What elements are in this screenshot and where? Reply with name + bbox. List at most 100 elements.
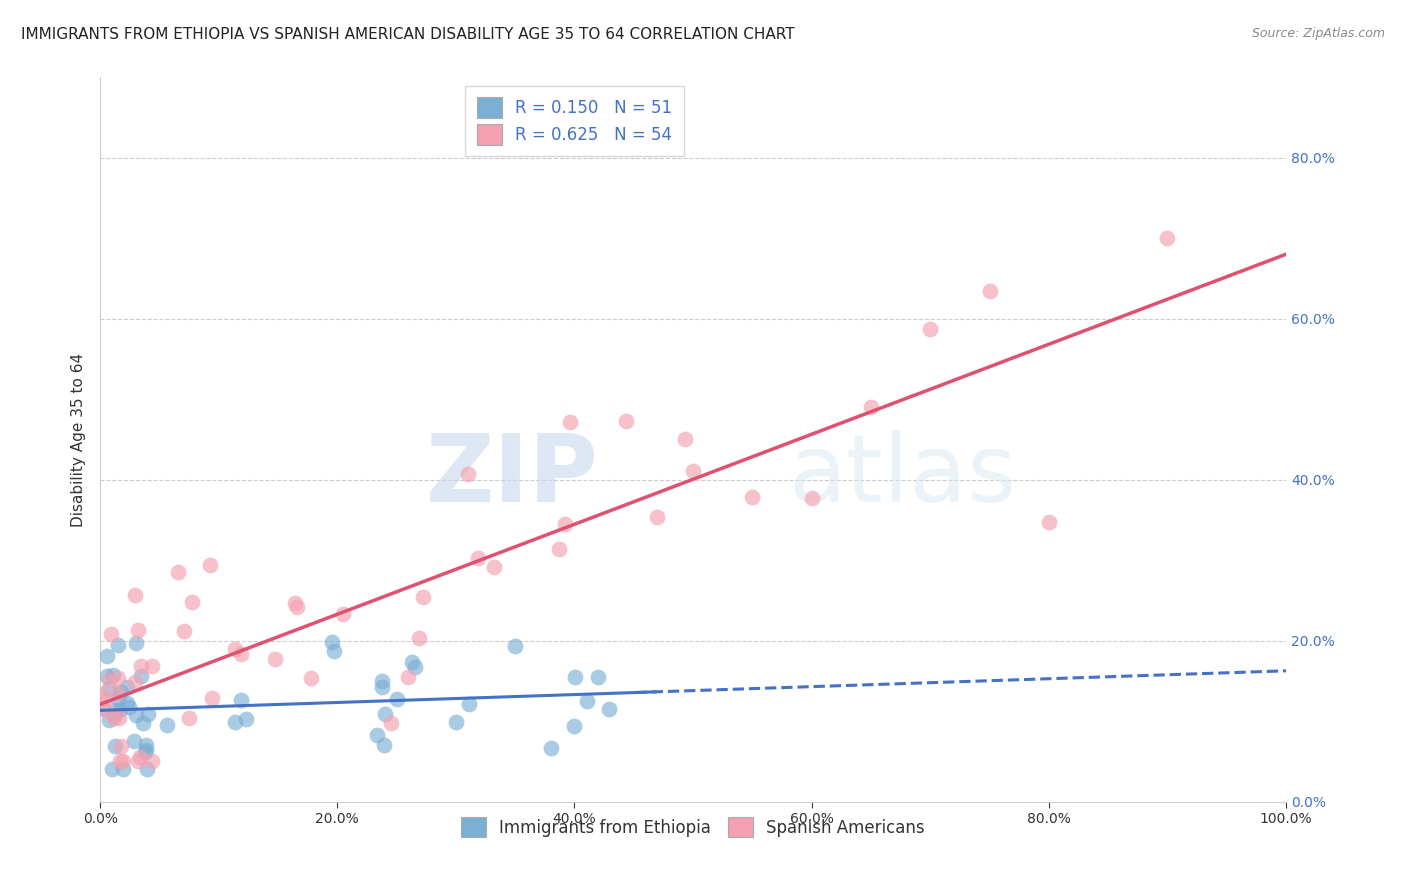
Point	[177, 711, 200, 725]
Point	[224, 642, 246, 657]
Point	[457, 467, 479, 481]
Point	[920, 322, 942, 336]
Point	[235, 712, 257, 726]
Point	[1038, 515, 1060, 529]
Point	[127, 755, 149, 769]
Point	[553, 517, 575, 532]
Point	[366, 728, 388, 742]
Point	[110, 685, 132, 699]
Point	[540, 741, 562, 756]
Point	[385, 691, 408, 706]
Text: atlas: atlas	[787, 430, 1017, 522]
Point	[284, 596, 307, 610]
Point	[98, 682, 121, 697]
Point	[98, 713, 121, 727]
Point	[112, 763, 135, 777]
Point	[104, 739, 127, 754]
Point	[100, 627, 122, 641]
Y-axis label: Disability Age 35 to 64: Disability Age 35 to 64	[72, 352, 86, 526]
Point	[173, 624, 195, 638]
Point	[124, 588, 146, 602]
Point	[103, 707, 125, 722]
Point	[373, 738, 395, 752]
Point	[141, 755, 163, 769]
Point	[135, 743, 157, 757]
Point	[404, 660, 426, 674]
Point	[264, 652, 287, 666]
Point	[371, 673, 394, 688]
Point	[321, 634, 343, 648]
Point	[112, 755, 135, 769]
Text: Source: ZipAtlas.com: Source: ZipAtlas.com	[1251, 27, 1385, 40]
Point	[115, 680, 138, 694]
Point	[371, 680, 394, 694]
Point	[457, 697, 479, 711]
Point	[96, 669, 118, 683]
Point	[374, 706, 396, 721]
Point	[396, 670, 419, 684]
Point	[156, 717, 179, 731]
Point	[98, 673, 121, 687]
Point	[107, 671, 129, 685]
Point	[586, 670, 609, 684]
Point	[128, 749, 150, 764]
Point	[96, 648, 118, 663]
Point	[503, 640, 526, 654]
Point	[134, 745, 156, 759]
Point	[101, 667, 124, 681]
Point	[115, 696, 138, 710]
Point	[94, 692, 117, 706]
Point	[408, 631, 430, 645]
Point	[136, 706, 159, 721]
Point	[229, 693, 252, 707]
Point	[224, 715, 246, 730]
Point	[96, 704, 118, 718]
Point	[575, 694, 598, 708]
Legend: Immigrants from Ethiopia, Spanish Americans: Immigrants from Ethiopia, Spanish Americ…	[454, 810, 932, 844]
Point	[560, 415, 582, 429]
Point	[117, 700, 139, 714]
Point	[124, 674, 146, 689]
Point	[141, 658, 163, 673]
Point	[131, 715, 153, 730]
Point	[564, 719, 586, 733]
Point	[231, 647, 253, 661]
Point	[332, 607, 354, 621]
Point	[645, 510, 668, 524]
Point	[564, 670, 586, 684]
Point	[401, 655, 423, 669]
Point	[482, 560, 505, 574]
Point	[180, 595, 202, 609]
Point	[167, 565, 190, 579]
Point	[108, 755, 131, 769]
Point	[1156, 231, 1178, 245]
Point	[614, 414, 637, 428]
Point	[741, 490, 763, 504]
Point	[800, 491, 823, 505]
Point	[135, 738, 157, 752]
Point	[108, 703, 131, 717]
Point	[103, 711, 125, 725]
Point	[467, 551, 489, 566]
Point	[598, 702, 620, 716]
Point	[323, 644, 346, 658]
Point	[200, 558, 222, 572]
Point	[979, 285, 1001, 299]
Point	[859, 400, 882, 414]
Point	[122, 734, 145, 748]
Point	[91, 700, 114, 714]
Point	[124, 636, 146, 650]
Point	[682, 464, 704, 478]
Point	[129, 658, 152, 673]
Point	[107, 711, 129, 725]
Point	[444, 714, 467, 729]
Point	[110, 739, 132, 753]
Point	[673, 432, 696, 446]
Point	[285, 600, 308, 615]
Point	[105, 686, 128, 700]
Point	[105, 703, 128, 717]
Point	[107, 638, 129, 652]
Point	[380, 716, 402, 731]
Point	[129, 669, 152, 683]
Text: IMMIGRANTS FROM ETHIOPIA VS SPANISH AMERICAN DISABILITY AGE 35 TO 64 CORRELATION: IMMIGRANTS FROM ETHIOPIA VS SPANISH AMER…	[21, 27, 794, 42]
